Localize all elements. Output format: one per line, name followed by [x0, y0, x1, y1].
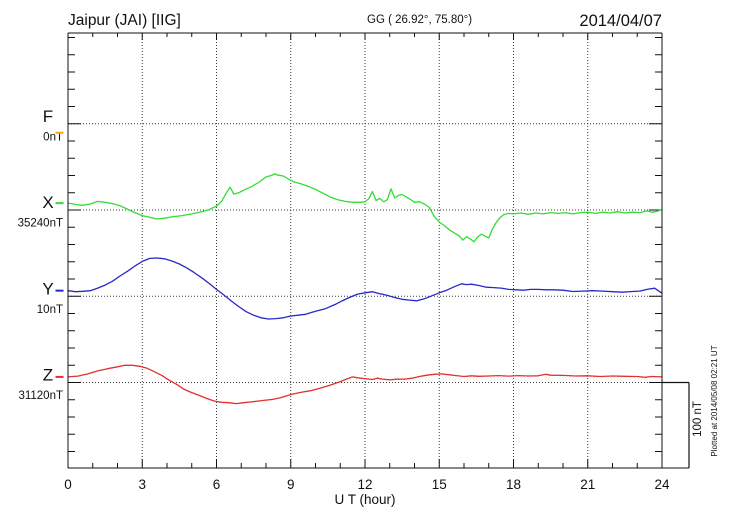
plot-date: 2014/04/07 [579, 12, 662, 30]
component-baseline-label-X: 35240nT [18, 218, 63, 230]
x-tick-labels: 0 3 6 9 12 15 18 21 24 [64, 477, 670, 492]
component-label-X: X [42, 193, 53, 212]
scale-bar [662, 381, 690, 468]
axis-ticks [67, 33, 663, 468]
trace-Z [67, 364, 663, 405]
component-label-F: F [43, 107, 53, 126]
x-tick-label: 15 [432, 477, 447, 492]
x-tick-label: 18 [506, 477, 521, 492]
component-label-Y: Y [42, 279, 53, 298]
plotted-timestamp: Plotted at 2014/05/08 02:21 UT [710, 345, 719, 456]
x-tick-label: 12 [357, 477, 372, 492]
x-tick-label: 3 [138, 477, 146, 492]
component-baseline-label-Y: 10nT [37, 304, 63, 316]
component-baseline-label-Z: 31120nT [18, 390, 63, 402]
trace-X [67, 173, 663, 243]
x-tick-label: 9 [287, 477, 295, 492]
station-title: Jaipur (JAI) [IIG] [68, 12, 181, 29]
plot-frame [67, 32, 689, 469]
x-tick-label: 0 [64, 477, 72, 492]
x-tick-label: 21 [580, 477, 595, 492]
component-baseline-label-F: 0nT [43, 131, 63, 143]
observatory-coordinates: GG ( 26.92°, 75.80°) [367, 14, 472, 26]
component-traces [67, 173, 663, 405]
x-tick-label: 6 [213, 477, 221, 492]
trace-Y [67, 257, 663, 320]
component-label-Z: Z [43, 366, 53, 385]
grid-lines [68, 33, 662, 468]
component-labels: F 0nT X 35240nT Y 10nT Z 31120nT [18, 107, 64, 402]
x-tick-label: 24 [654, 477, 670, 492]
x-axis-label: U T (hour) [334, 492, 395, 507]
scale-bar-label: 100 nT [692, 401, 704, 437]
